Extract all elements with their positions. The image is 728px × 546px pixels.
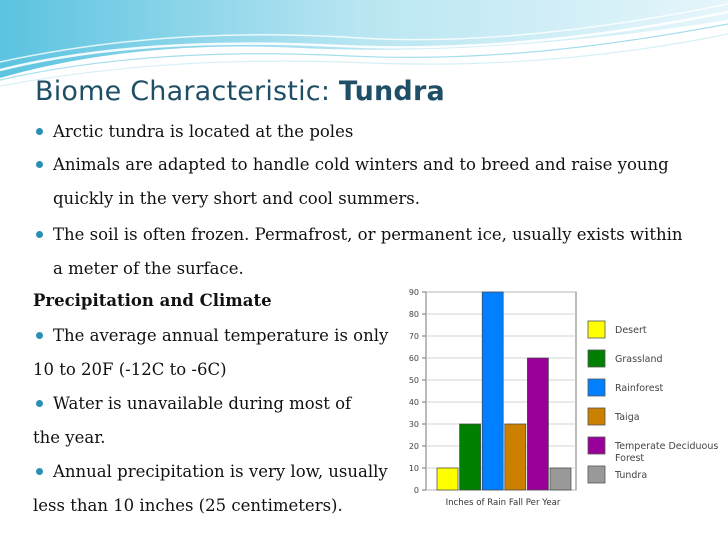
bullet-icon	[36, 468, 43, 475]
y-tick-label: 20	[409, 442, 419, 451]
title-prefix: Biome Characteristic:	[35, 76, 339, 107]
bullet-icon	[36, 128, 43, 135]
legend-swatch	[587, 465, 606, 484]
x-axis-label: Inches of Rain Fall Per Year	[446, 498, 561, 508]
bar-rainforest	[481, 291, 504, 491]
legend-label: Rainforest	[615, 383, 664, 394]
legend-swatch	[587, 378, 606, 397]
legend-swatch	[587, 407, 606, 426]
bar-grassland	[459, 423, 481, 491]
slide-title: Biome Characteristic: Tundra	[35, 76, 445, 107]
bar-tundra	[549, 467, 572, 491]
legend-label: Tundra	[614, 470, 647, 481]
bullet-icon	[36, 332, 43, 339]
bullet-2-line-1: Animals are adapted to handle cold winte…	[53, 155, 669, 174]
title-emphasis: Tundra	[338, 76, 445, 107]
y-tick-label: 70	[409, 332, 419, 341]
y-tick-label: 80	[409, 310, 419, 319]
legend-label: Forest	[615, 453, 644, 464]
climate-bullet-2-line-1: Water is unavailable during most of	[53, 394, 352, 413]
legend-label: Temperate Deciduous	[614, 441, 718, 452]
bullet-2-line-2: quickly in the very short and cool summe…	[53, 189, 420, 208]
bullet-icon	[36, 400, 43, 407]
climate-bullet-3-line-2: less than 10 inches (25 centimeters).	[33, 496, 343, 515]
bar-desert	[436, 467, 459, 491]
precipitation-bar-chart: 0 10 20 30 40 50 60 70 80 90 Inches of Rain Fall P…	[409, 288, 719, 508]
legend-swatch	[587, 436, 606, 455]
legend-label: Grassland	[615, 354, 663, 365]
y-tick-label: 30	[409, 420, 419, 429]
y-tick-label: 10	[409, 464, 419, 473]
legend-swatch	[587, 349, 606, 368]
legend-label: Taiga	[614, 412, 640, 423]
bullet-3-line-1: The soil is often frozen. Permafrost, or…	[53, 225, 683, 244]
climate-bullet-3-line-1: Annual precipitation is very low, usuall…	[53, 462, 388, 481]
bullet-3-line-2: a meter of the surface.	[53, 259, 244, 278]
header-wave-decoration	[0, 0, 728, 87]
y-tick-label: 90	[409, 288, 419, 297]
bullet-icon	[36, 161, 43, 168]
climate-bullet-1-line-1: The average annual temperature is only	[53, 326, 389, 345]
bar-taiga	[504, 423, 527, 491]
legend-label: Desert	[615, 325, 647, 336]
y-tick-label: 50	[409, 376, 419, 385]
bar-temperate-deciduous-forest	[527, 357, 549, 491]
y-tick-label: 0	[414, 486, 419, 495]
bullet-icon	[36, 231, 43, 238]
section-heading: Precipitation and Climate	[33, 291, 272, 310]
y-tick-label: 40	[409, 398, 419, 407]
legend-swatch	[587, 320, 606, 339]
bullet-1-line-1: Arctic tundra is located at the poles	[53, 122, 354, 141]
climate-bullet-1-line-2: 10 to 20F (-12C to -6C)	[33, 360, 227, 379]
climate-bullet-2-line-2: the year.	[33, 428, 106, 447]
y-tick-label: 60	[409, 354, 419, 363]
